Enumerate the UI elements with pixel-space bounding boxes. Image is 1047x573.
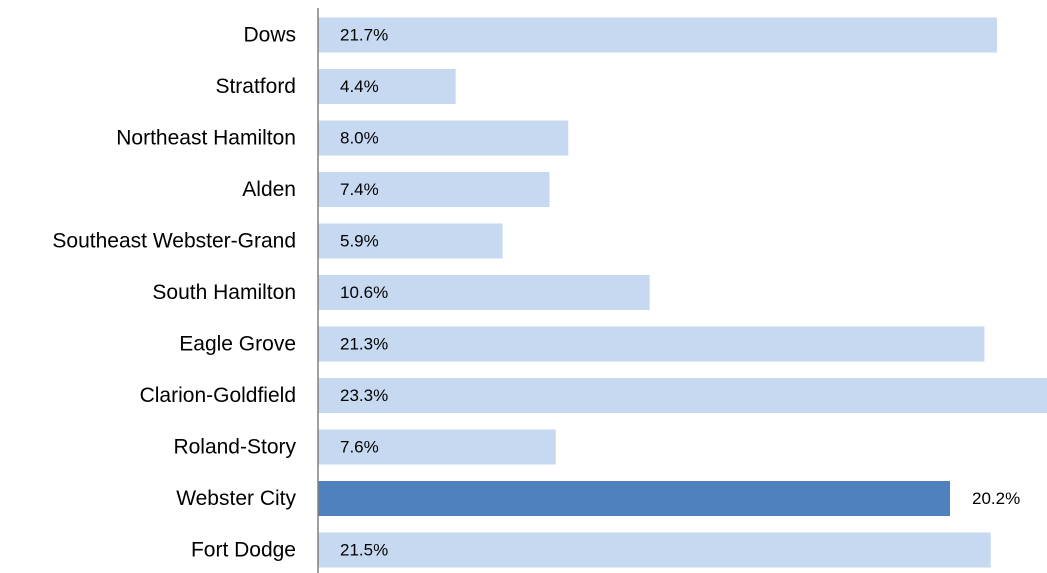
value-label-eagle-grove: 21.3% xyxy=(340,335,388,354)
category-label-alden: Alden xyxy=(242,178,296,201)
bar-dows xyxy=(318,17,997,53)
bar-fort-dodge xyxy=(318,532,991,568)
value-label-northeast-hamilton: 8.0% xyxy=(340,129,379,148)
bar-alden xyxy=(318,172,550,207)
bar-stratford xyxy=(318,69,456,104)
category-label-clarion-goldfield: Clarion-Goldfield xyxy=(140,384,296,407)
value-label-south-hamilton: 10.6% xyxy=(340,283,388,302)
bar-roland-story xyxy=(318,429,556,465)
category-label-south-hamilton: South Hamilton xyxy=(152,281,296,304)
bar-northeast-hamilton xyxy=(318,120,569,156)
value-label-alden: 7.4% xyxy=(340,180,379,199)
value-label-fort-dodge: 21.5% xyxy=(340,541,388,560)
category-label-webster-city: Webster City xyxy=(176,487,296,510)
bar-eagle-grove xyxy=(318,326,985,362)
category-label-northeast-hamilton: Northeast Hamilton xyxy=(116,127,296,150)
bar-south-hamilton xyxy=(318,275,650,310)
value-label-clarion-goldfield: 23.3% xyxy=(340,386,388,405)
category-label-southeast-webster-grand: Southeast Webster-Grand xyxy=(52,230,296,253)
bars-layer xyxy=(318,17,1047,568)
value-label-roland-story: 7.6% xyxy=(340,438,379,457)
category-label-stratford: Stratford xyxy=(215,75,296,98)
bar-clarion-goldfield xyxy=(318,378,1047,413)
labels-layer: Dows 21.7% Stratford 4.4% Northeast Hamilton… xyxy=(52,24,1020,562)
category-label-roland-story: Roland-Story xyxy=(173,436,296,459)
category-label-eagle-grove: Eagle Grove xyxy=(179,333,296,356)
bar-webster-city xyxy=(318,481,951,516)
value-label-webster-city: 20.2% xyxy=(972,489,1020,508)
category-label-fort-dodge: Fort Dodge xyxy=(191,539,296,562)
bar-southeast-webster-grand xyxy=(318,223,503,259)
value-label-dows: 21.7% xyxy=(340,26,388,45)
value-label-stratford: 4.4% xyxy=(340,77,379,96)
category-label-dows: Dows xyxy=(243,24,296,47)
value-label-southeast-webster-grand: 5.9% xyxy=(340,232,379,251)
